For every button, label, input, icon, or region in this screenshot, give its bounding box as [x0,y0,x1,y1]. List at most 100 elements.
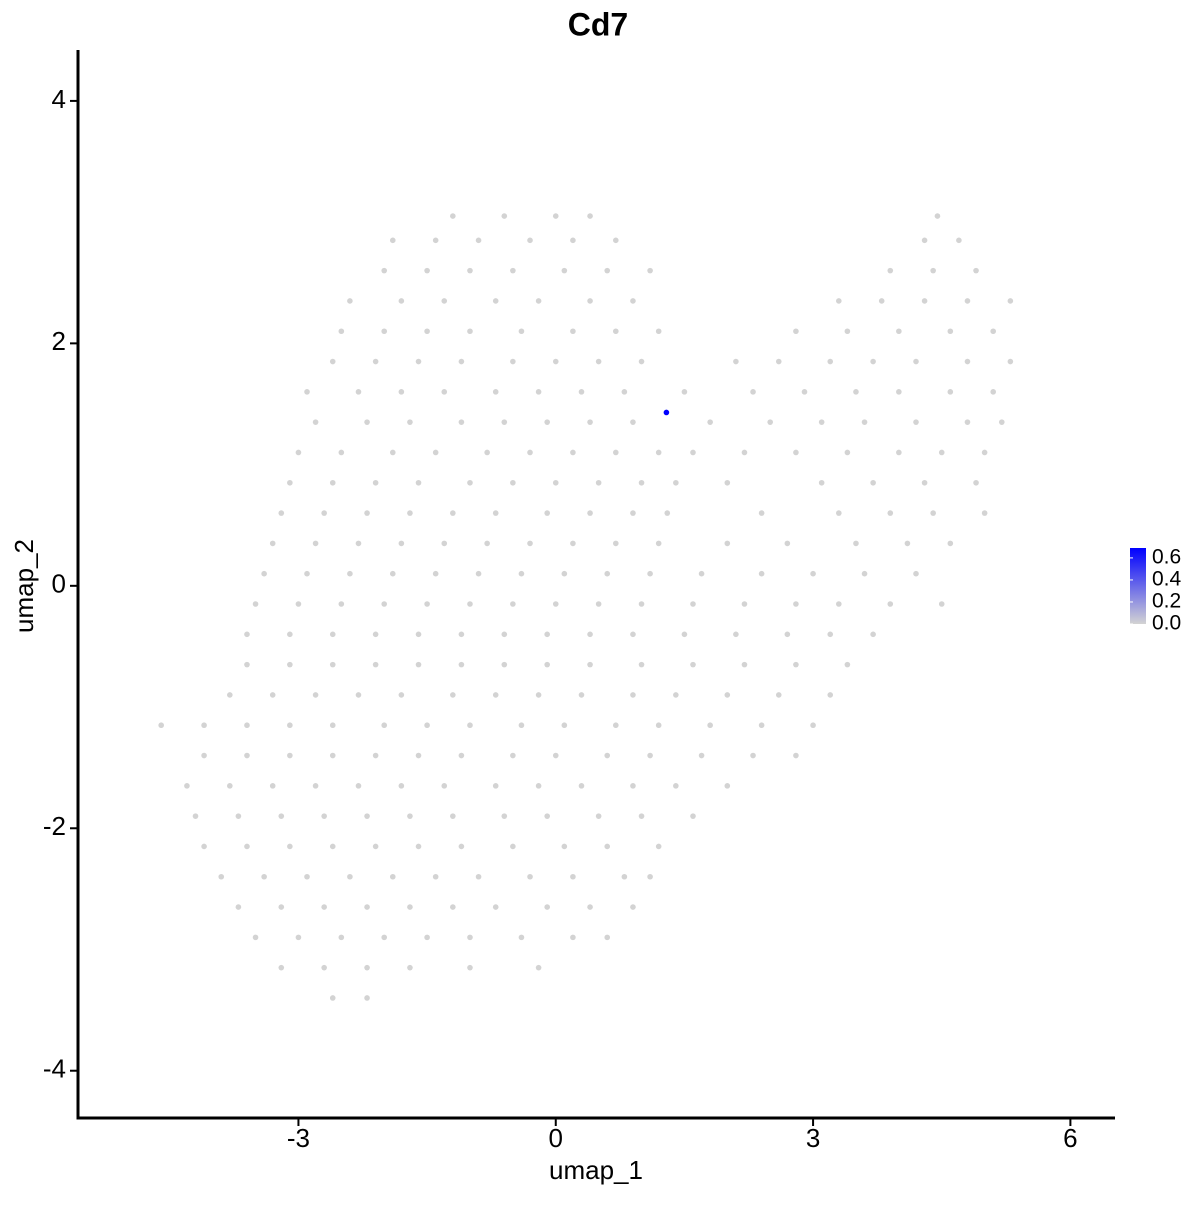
cell-point [355,540,362,547]
cell-point [870,358,876,365]
cell-point [338,934,345,941]
cell-point [501,419,508,425]
cell-point [389,873,396,880]
cell-point [784,631,791,638]
cell-point [535,964,542,971]
x-axis-label: umap_1 [549,1155,643,1185]
cell-point [381,934,388,941]
cell-point [244,843,250,850]
cell-point [329,843,336,850]
cell-point [853,389,859,395]
cell-point [544,904,550,910]
cell-point [647,267,653,274]
cell-point [407,510,413,516]
cell-point [595,601,602,607]
cell-point [252,601,259,607]
cell-point [870,631,876,638]
cell-point [981,510,988,516]
cell-point [973,267,979,274]
cell-point [415,479,422,486]
cell-point [527,237,533,244]
cell-point [381,328,388,335]
cell-point [450,904,456,910]
cell-point [544,631,550,638]
cell-point [724,540,731,547]
cell-point [244,661,250,668]
cell-point [424,267,430,274]
cell-point [475,873,482,880]
cell-point [269,783,276,789]
cell-point [561,267,568,274]
cell-point [407,904,413,910]
cell-point [595,813,602,819]
cell-point [818,479,825,486]
cell-point [227,692,233,698]
cell-point [510,358,516,365]
cell-point [638,813,645,819]
cell-point [329,661,336,668]
cell-point [836,298,842,304]
cell-point [501,631,508,638]
cell-point [801,389,808,395]
cell-point [733,631,739,638]
cell-point [612,540,619,547]
cell-point [552,358,559,365]
cell-point [372,752,379,759]
cell-point [973,479,979,486]
cell-point [793,328,799,335]
cell-point [818,419,825,425]
cell-point [758,510,765,516]
cell-point [578,389,585,395]
cell-point [810,722,816,729]
cell-point [570,540,576,547]
cell-point [329,631,336,638]
cell-point [338,328,345,335]
cell-point [595,358,602,365]
cell-point [664,510,671,516]
cell-point [947,328,954,335]
cell-point [938,601,945,607]
cell-point [870,479,876,486]
cell-point [218,873,225,880]
cell-point [501,661,508,668]
cell-point [853,540,859,547]
cell-point [381,722,388,729]
chart-title: Cd7 [568,6,628,42]
cell-point [896,328,902,335]
cell-point [750,752,756,759]
cell-point [552,752,559,759]
cell-point [321,904,327,910]
cell-point [587,904,593,910]
cell-point [304,570,310,577]
cell-point [587,213,593,219]
cell-point [887,510,894,516]
cell-point [347,570,353,577]
cell-point [836,601,842,607]
cell-point [655,540,662,547]
cell-point [304,873,310,880]
cell-point [424,601,430,607]
cell-point [544,661,550,668]
cell-point [415,358,422,365]
cell-point [938,449,945,456]
cell-point [312,783,319,789]
cell-point [415,661,422,668]
cell-point [587,510,593,516]
cell-point [484,449,490,456]
colorbar-tick-label: 0.2 [1152,590,1181,613]
cell-point [1007,358,1014,365]
cell-point [450,213,456,219]
cell-point [604,267,611,274]
cell-point [458,843,465,850]
cell-point [663,409,670,416]
cell-point [638,358,645,365]
cell-point [630,298,636,304]
cell-point [535,298,542,304]
cell-point [295,449,302,456]
cell-point [244,631,250,638]
cell-point [381,267,388,274]
cell-point [355,389,362,395]
cell-point [578,783,585,789]
cell-point [552,601,559,607]
